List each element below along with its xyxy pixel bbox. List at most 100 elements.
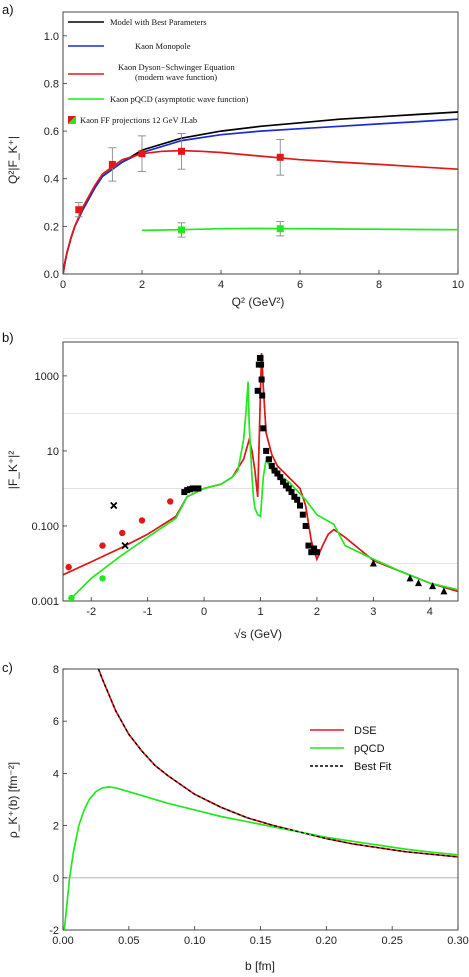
chart-b-series-5-point-25 (294, 496, 301, 503)
chart-b-series-5-point-6 (254, 387, 261, 394)
chart-a-xtick-label-0: 0 (60, 279, 66, 291)
chart-c-xtick-label-2: 0.10 (184, 935, 205, 947)
chart-c-series-1-line (63, 786, 458, 930)
legend-c: DSE pQCD Best Fit (310, 725, 391, 773)
chart-b: -2 -1 0 1 2 3 4 0.001 0.100 10 1000 (31, 337, 459, 618)
chart-c-frame (62, 668, 459, 931)
chart-b-series-7-point-0 (369, 559, 377, 567)
chart-b-series-5-point-9 (257, 354, 264, 361)
chart-a-series-5-point-1 (276, 225, 284, 233)
legend-c-label-0: DSE (354, 725, 377, 737)
chart-a-xtick-label-4: 8 (376, 279, 382, 291)
chart-b-series-5-point-29 (305, 542, 312, 549)
chart-b-series-3-point-1 (99, 542, 106, 549)
chart-b-ytick-label-1: 0.100 (31, 521, 59, 533)
chart-c-series-0-line (97, 669, 458, 858)
chart-b-series-5-point-14 (263, 447, 270, 454)
legend-a-label-1: Kaon Monopole (135, 41, 191, 51)
chart-b-series-5-point-26 (297, 502, 303, 509)
chart-b-series-5-point-28 (302, 522, 309, 529)
chart-b-series-6-point-0 (110, 501, 118, 510)
panel-a-label: a) (2, 2, 14, 17)
legend-a-label-2: Kaon Dyson−Schwinger Equation (118, 62, 235, 72)
chart-a-xtick-label-5: 10 (452, 279, 464, 291)
chart-b-xtick-label-1: -1 (143, 606, 153, 618)
chart-b-series-5-point-10 (258, 361, 265, 368)
chart-c-ylabel: ρ_K⁺(b) [fm⁻²] (6, 762, 20, 838)
chart-a-series-1-line (63, 118, 458, 274)
legend-a-label-4: Kaon FF projections 12 GeV JLab (80, 115, 197, 125)
chart-b-series-5-point-22 (285, 485, 292, 492)
chart-a-series-4-point-1 (108, 160, 116, 168)
panel-c-label: c) (2, 660, 13, 675)
chart-b-xtick-label-4: 2 (314, 606, 320, 618)
chart-b-series-7-point-4 (440, 587, 448, 595)
chart-b-series-3-point-3 (138, 517, 146, 524)
chart-a-ytick-label-1: 0.2 (44, 221, 59, 233)
chart-a-xlabel: Q² (GeV²) (232, 295, 285, 309)
chart-c-ytick-label-1: 0 (53, 873, 59, 885)
chart-b-series-5-point-16 (268, 462, 275, 469)
legend-a-label-3: Kaon pQCD (asymptotic wave function) (110, 94, 248, 104)
chart-b-xtick-label-6: 4 (427, 606, 433, 618)
chart-a-series-0-line (63, 111, 458, 274)
chart-a-series-5-point-0 (178, 226, 185, 234)
chart-c-xtick-label-4: 0.20 (316, 935, 337, 947)
chart-a-ytick-label-5: 1.0 (44, 31, 59, 43)
chart-b-series-3-point-2 (119, 529, 126, 537)
chart-a-series-3-line (141, 227, 458, 232)
chart-a-ylabel: Q²|F_K⁺| (6, 136, 20, 184)
chart-b-series-3-point-4 (167, 498, 174, 505)
chart-a-frame (62, 11, 459, 275)
chart-b-series-5-point-27 (299, 511, 306, 518)
chart-b-ylabel: |F_K⁺|² (6, 451, 20, 490)
chart-c-ytick-label-5: 8 (53, 664, 59, 676)
chart-a-series-4-point-3 (178, 147, 185, 155)
chart-b-ytick-label-0: 0.001 (31, 596, 59, 608)
chart-a: 0 2 4 6 8 10 0.0 0.2 0.4 0.6 0.8 1.0 (44, 11, 464, 291)
legend-c-label-1: pQCD (354, 743, 385, 755)
chart-b-xtick-label-0: -2 (86, 606, 96, 618)
chart-b-series-4-point-0 (68, 594, 75, 601)
chart-b-series-5-point-20 (280, 478, 287, 485)
panel-b-label: b) (2, 330, 14, 345)
chart-a-xtick-label-2: 4 (218, 279, 224, 291)
chart-b-series-7-point-3 (429, 582, 437, 590)
chart-b-ytick-label-2: 10 (47, 446, 59, 458)
chart-c-xtick-label-0: 0.00 (52, 935, 73, 947)
chart-a-series-2-line (63, 149, 458, 274)
chart-b-xtick-label-5: 3 (370, 606, 376, 618)
chart-b-xtick-label-2: 0 (201, 606, 207, 618)
legend-a-label-2b: (modern wave function) (135, 72, 217, 82)
chart-c-ytick-label-0: -2 (49, 925, 59, 937)
chart-c-ytick-label-2: 2 (53, 821, 59, 833)
chart-b-series-5-point-11 (258, 376, 265, 383)
chart-b-series-7-point-2 (415, 579, 422, 587)
chart-b-series-7-point-1 (406, 574, 414, 582)
chart-a-plot-area (63, 111, 458, 274)
chart-c-ytick-label-3: 4 (53, 768, 59, 780)
chart-b-series-5-point-32 (313, 549, 320, 556)
chart-c-series-2-line (97, 669, 458, 858)
chart-b-series-3-point-0 (65, 563, 72, 571)
chart-b-series-5-point-13 (260, 425, 267, 432)
legend-a: Model with Best Parameters Kaon Monopole… (68, 17, 248, 125)
chart-c: 0.00 0.05 0.10 0.15 0.20 0.25 0.30 -2 0 2 4 6 8 (49, 664, 468, 947)
chart-a-series-4-point-0 (75, 206, 83, 214)
legend-a-swatch-4-green (68, 116, 76, 124)
chart-b-series-5-point-30 (308, 549, 315, 556)
chart-c-plot-area (63, 669, 458, 930)
chart-b-series-5-point-23 (288, 489, 295, 496)
chart-b-xlabel: √s (GeV) (234, 627, 282, 641)
chart-a-ytick-label-4: 0.8 (44, 78, 59, 90)
chart-b-series-5-point-18 (274, 470, 281, 477)
chart-b-series-5-point-19 (277, 474, 284, 481)
chart-b-series-5-point-12 (259, 392, 266, 399)
chart-a-ytick-label-0: 0.0 (44, 269, 59, 281)
chart-a-xtick-label-3: 6 (297, 279, 303, 291)
chart-b-series-5-point-5 (195, 485, 202, 492)
chart-b-series-2-line (67, 381, 458, 601)
chart-c-xlabel: b [fm] (245, 959, 275, 973)
chart-a-xtick-label-1: 2 (139, 279, 145, 291)
chart-c-xtick-label-6: 0.30 (447, 935, 468, 947)
